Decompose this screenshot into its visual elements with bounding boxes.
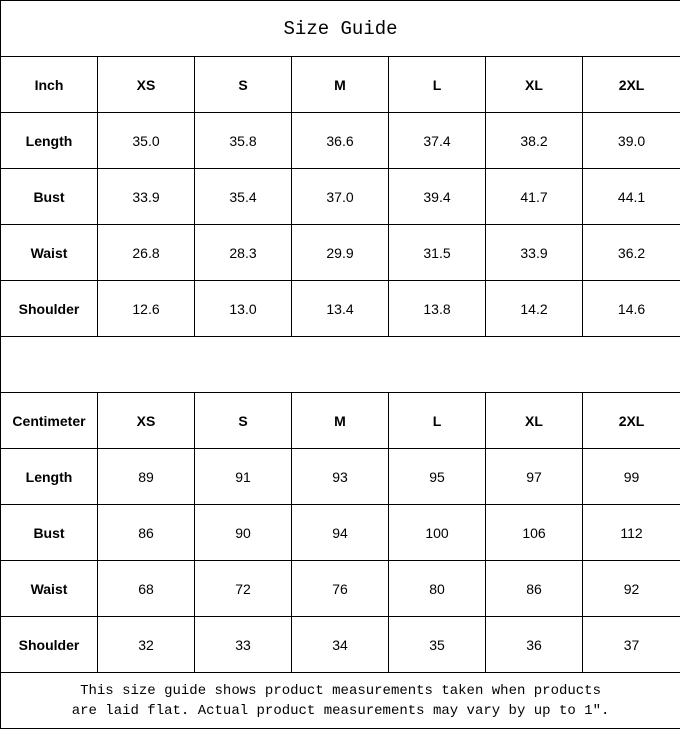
footer-line-1: This size guide shows product measuremen… bbox=[80, 682, 601, 699]
measurement-value: 94 bbox=[291, 504, 389, 561]
measurement-value: 99 bbox=[581, 448, 680, 505]
measurement-value: 86 bbox=[97, 504, 195, 561]
table-row: Shoulder 12.6 13.0 13.4 13.8 14.2 14.6 bbox=[0, 280, 680, 337]
measurement-label: Waist bbox=[0, 560, 98, 617]
measurement-value: 13.0 bbox=[194, 280, 292, 337]
spacer-row bbox=[0, 336, 680, 393]
measurement-value: 36.6 bbox=[291, 112, 389, 169]
size-header: XL bbox=[485, 56, 583, 113]
table-row: Bust 86 90 94 100 106 112 bbox=[0, 504, 680, 561]
measurement-value: 95 bbox=[388, 448, 486, 505]
header-row: Inch XS S M L XL 2XL bbox=[0, 56, 680, 113]
table-row: Length 35.0 35.8 36.6 37.4 38.2 39.0 bbox=[0, 112, 680, 169]
measurement-value: 36.2 bbox=[581, 224, 680, 281]
measurement-value: 35.4 bbox=[194, 168, 292, 225]
measurement-value: 91 bbox=[194, 448, 292, 505]
measurement-value: 76 bbox=[291, 560, 389, 617]
measurement-value: 41.7 bbox=[485, 168, 583, 225]
measurement-value: 12.6 bbox=[97, 280, 195, 337]
measurement-value: 37.0 bbox=[291, 168, 389, 225]
measurement-label: Bust bbox=[0, 168, 98, 225]
measurement-value: 14.2 bbox=[485, 280, 583, 337]
measurement-value: 39.0 bbox=[581, 112, 680, 169]
measurement-value: 38.2 bbox=[485, 112, 583, 169]
measurement-value: 37.4 bbox=[388, 112, 486, 169]
spacer-cell bbox=[0, 336, 680, 393]
measurement-value: 68 bbox=[97, 560, 195, 617]
measurement-label: Shoulder bbox=[0, 616, 98, 673]
unit-header: Inch bbox=[0, 56, 98, 113]
measurement-value: 33 bbox=[194, 616, 292, 673]
measurement-value: 29.9 bbox=[291, 224, 389, 281]
size-header: S bbox=[194, 56, 292, 113]
measurement-value: 33.9 bbox=[485, 224, 583, 281]
measurement-value: 72 bbox=[194, 560, 292, 617]
measurement-value: 35.0 bbox=[97, 112, 195, 169]
measurement-value: 32 bbox=[97, 616, 195, 673]
size-header: M bbox=[291, 56, 389, 113]
measurement-value: 93 bbox=[291, 448, 389, 505]
measurement-value: 26.8 bbox=[97, 224, 195, 281]
measurement-value: 28.3 bbox=[194, 224, 292, 281]
size-header: 2XL bbox=[581, 392, 680, 449]
footer-row: This size guide shows product measuremen… bbox=[0, 672, 680, 729]
measurement-label: Length bbox=[0, 112, 98, 169]
size-header: M bbox=[291, 392, 389, 449]
table-row: Waist 26.8 28.3 29.9 31.5 33.9 36.2 bbox=[0, 224, 680, 281]
unit-header: Centimeter bbox=[0, 392, 98, 449]
measurement-value: 33.9 bbox=[97, 168, 195, 225]
size-header: L bbox=[388, 392, 486, 449]
measurement-value: 36 bbox=[485, 616, 583, 673]
header-row: Centimeter XS S M L XL 2XL bbox=[0, 392, 680, 449]
measurement-value: 34 bbox=[291, 616, 389, 673]
table-row: Bust 33.9 35.4 37.0 39.4 41.7 44.1 bbox=[0, 168, 680, 225]
measurement-label: Waist bbox=[0, 224, 98, 281]
measurement-value: 13.4 bbox=[291, 280, 389, 337]
size-header: S bbox=[194, 392, 292, 449]
size-header: L bbox=[388, 56, 486, 113]
measurement-label: Length bbox=[0, 448, 98, 505]
size-header: XS bbox=[97, 56, 195, 113]
table-row: Waist 68 72 76 80 86 92 bbox=[0, 560, 680, 617]
measurement-value: 97 bbox=[485, 448, 583, 505]
measurement-label: Shoulder bbox=[0, 280, 98, 337]
size-header: XL bbox=[485, 392, 583, 449]
footer-line-2: are laid flat. Actual product measuremen… bbox=[71, 702, 610, 719]
measurement-value: 100 bbox=[388, 504, 486, 561]
measurement-value: 86 bbox=[485, 560, 583, 617]
page-title: Size Guide bbox=[0, 0, 680, 57]
table-row: Length 89 91 93 95 97 99 bbox=[0, 448, 680, 505]
size-header: 2XL bbox=[581, 56, 680, 113]
measurement-value: 39.4 bbox=[388, 168, 486, 225]
measurement-label: Bust bbox=[0, 504, 98, 561]
measurement-value: 90 bbox=[194, 504, 292, 561]
measurement-value: 13.8 bbox=[388, 280, 486, 337]
measurement-value: 106 bbox=[485, 504, 583, 561]
measurement-value: 35.8 bbox=[194, 112, 292, 169]
size-header: XS bbox=[97, 392, 195, 449]
measurement-value: 35 bbox=[388, 616, 486, 673]
footer-note: This size guide shows product measuremen… bbox=[0, 672, 680, 729]
measurement-value: 14.6 bbox=[581, 280, 680, 337]
measurement-value: 37 bbox=[581, 616, 680, 673]
measurement-value: 92 bbox=[581, 560, 680, 617]
measurement-value: 31.5 bbox=[388, 224, 486, 281]
measurement-value: 112 bbox=[581, 504, 680, 561]
measurement-value: 44.1 bbox=[581, 168, 680, 225]
measurement-value: 89 bbox=[97, 448, 195, 505]
table-row: Shoulder 32 33 34 35 36 37 bbox=[0, 616, 680, 673]
measurement-value: 80 bbox=[388, 560, 486, 617]
